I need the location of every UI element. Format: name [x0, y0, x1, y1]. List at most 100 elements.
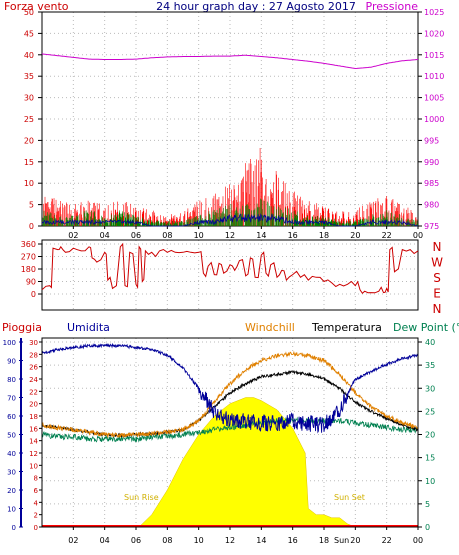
sun-annotations: Sun Rise Sun Set Sun: [124, 493, 365, 545]
temperature-time-label: 00: [413, 536, 423, 545]
temperature-legend: Pioggia Umidita Windchill Temperatura Dew Po…: [2, 321, 459, 334]
temperature-tick-label: 5: [425, 500, 430, 509]
pressure-tick-label: 1025: [424, 8, 444, 17]
pressure-tick-label: 1010: [424, 72, 444, 81]
humidity-tick-label: 0: [12, 524, 16, 532]
temperature-tick-label: 10: [425, 477, 435, 486]
wind-tick-label: 35: [24, 72, 34, 81]
wind-time-label: 00: [413, 231, 423, 240]
direction-tick-label: 360: [21, 240, 36, 249]
wind-axis-ticks: 0 5 10 15 20 25 30 35 40 45 50: [24, 8, 42, 231]
wind-tick-label: 25: [24, 115, 34, 124]
wind-tick-label: 30: [24, 94, 34, 103]
sun-set-label: Sun Set: [334, 493, 365, 502]
rain-tick-label: 14: [29, 438, 38, 446]
temperature-tick-label: 20: [425, 431, 435, 440]
pressure-tick-label: 1005: [424, 94, 444, 103]
legend-item: Dew Point (°C: [393, 321, 459, 334]
pressure-tick-label: 995: [424, 136, 439, 145]
pressure-tick-label: 985: [424, 179, 439, 188]
wind-time-label: 14: [256, 231, 266, 240]
humidity-tick-label: 40: [7, 450, 16, 458]
wind-time-label: 04: [100, 231, 110, 240]
wind-axis-label: Forza vento: [4, 0, 69, 13]
temperature-axis-ticks: 0 5 10 15 20 25 30 35 40: [418, 338, 435, 532]
temperature-time-label: 18: [319, 536, 329, 545]
chart-title: 24 hour graph day : 27 Agosto 2017: [156, 0, 356, 13]
compass-label: S: [433, 271, 441, 285]
rain-tick-label: 6: [34, 487, 39, 495]
wind-tick-label: 0: [29, 222, 34, 231]
legend-item: Windchill: [245, 321, 295, 334]
sun-label: Sun: [334, 536, 349, 545]
legend-item: Pioggia: [2, 321, 42, 334]
rain-tick-label: 30: [29, 339, 38, 347]
direction-panel-grid: [42, 240, 419, 310]
wind-time-label: 16: [288, 231, 298, 240]
wind-low-line: [41, 212, 419, 227]
direction-series: [41, 242, 419, 295]
humidity-tick-label: 10: [7, 506, 16, 514]
compass-label: N: [433, 240, 442, 254]
wind-time-label: 20: [350, 231, 360, 240]
wind-time-ticks: 02 04 06 08 10 12 14 16 18 20 22 00: [68, 226, 423, 240]
direction-tick-label: 180: [21, 265, 36, 274]
pressure-tick-label: 975: [424, 222, 439, 231]
humidity-axis-ticks: 0 10 20 30 40 50 60 70 80 90 100: [3, 339, 23, 532]
humidity-tick-label: 30: [7, 469, 16, 477]
rain-tick-label: 8: [34, 475, 38, 483]
humidity-tick-label: 100: [3, 339, 16, 347]
direction-tick-label: 270: [21, 253, 36, 262]
pressure-tick-label: 1020: [424, 29, 444, 38]
humidity-tick-label: 20: [7, 487, 16, 495]
temperature-tick-label: 30: [425, 384, 435, 393]
temperature-tick-label: 25: [425, 407, 435, 416]
temperature-tick-label: 15: [425, 454, 435, 463]
sun-area: [138, 397, 356, 528]
rain-tick-label: 22: [29, 388, 38, 396]
rain-tick-label: 2: [34, 512, 38, 520]
temperature-tick-label: 40: [425, 338, 435, 347]
compass-label: E: [433, 287, 441, 301]
direction-tick-label: 0: [31, 290, 36, 299]
wind-tick-label: 15: [24, 158, 34, 167]
direction-panel-frame: [41, 239, 419, 311]
temperature-time-label: 20: [350, 536, 360, 545]
humidity-tick-label: 80: [7, 376, 16, 384]
wind-time-label: 08: [162, 231, 172, 240]
rain-tick-label: 0: [34, 524, 38, 532]
humidity-tick-label: 60: [7, 413, 16, 421]
wind-time-label: 06: [131, 231, 141, 240]
rain-tick-label: 16: [29, 425, 38, 433]
wind-tick-label: 10: [24, 179, 34, 188]
wind-time-label: 22: [382, 231, 392, 240]
direction-tick-label: 90: [26, 278, 36, 287]
wind-time-label: 02: [68, 231, 78, 240]
temperature-time-label: 14: [256, 536, 266, 545]
temperature-tick-label: 0: [425, 523, 430, 532]
wind-tick-label: 40: [24, 51, 34, 60]
wind-series: [41, 53, 419, 227]
direction-degree-ticks: 360 270 180 90 0: [21, 240, 42, 299]
wind-tick-label: 45: [24, 29, 34, 38]
humidity-tick-label: 50: [7, 432, 16, 440]
temperature-series: [41, 342, 419, 528]
dewpoint-line: [41, 416, 419, 443]
wind-time-label: 10: [194, 231, 204, 240]
temperature-time-label: 22: [382, 536, 392, 545]
wind-time-label: 12: [225, 231, 235, 240]
pressure-tick-label: 980: [424, 201, 439, 210]
temperature-time-label: 16: [288, 536, 298, 545]
rain-tick-label: 18: [29, 413, 38, 421]
windchill-line: [41, 350, 419, 439]
sun-rise-label: Sun Rise: [124, 493, 159, 502]
wind-tick-label: 50: [24, 8, 34, 17]
wind-tick-label: 5: [29, 201, 34, 210]
compass-label: N: [433, 302, 442, 316]
temperature-time-label: 12: [225, 536, 235, 545]
pressure-tick-label: 990: [424, 158, 439, 167]
temperature-time-label: 04: [100, 536, 110, 545]
